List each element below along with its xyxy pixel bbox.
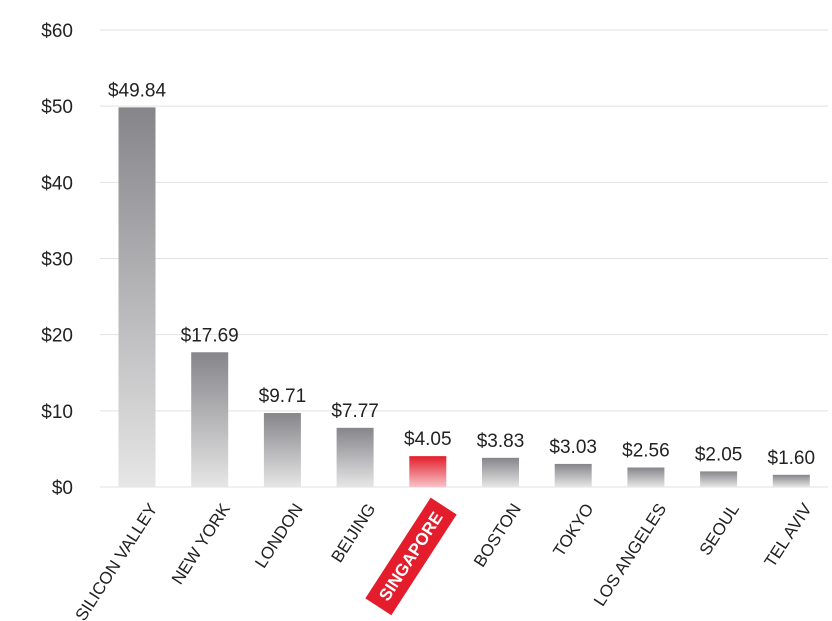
bar — [336, 427, 374, 487]
category-label-text: LONDON — [251, 500, 307, 571]
category-label-text: SINGAPORE — [375, 508, 447, 604]
bar — [191, 352, 229, 487]
category-label-text: NEW YORK — [168, 500, 235, 588]
bars — [118, 107, 810, 488]
category-label: TEL AVIV — [761, 500, 816, 571]
category-label: SILICON VALLEY — [72, 500, 162, 621]
bar — [409, 456, 447, 487]
x-axis: SILICON VALLEY NEW YORK LONDON BEIJINGSINGA… — [72, 497, 816, 621]
bar — [118, 107, 156, 488]
category-label: LONDON — [251, 500, 307, 571]
category-label-highlight: SINGAPORE — [365, 497, 457, 616]
data-label: $4.05 — [404, 429, 452, 450]
data-label: $9.71 — [259, 386, 307, 407]
y-tick-label: $30 — [41, 250, 73, 271]
category-label-text: TEL AVIV — [761, 500, 816, 571]
data-label: $7.77 — [331, 401, 379, 422]
category-label: SEOUL — [696, 500, 743, 559]
category-label-text: BOSTON — [470, 500, 525, 570]
category-label: BEIJING — [328, 500, 380, 566]
data-label: $3.03 — [549, 437, 597, 458]
bar — [627, 467, 665, 487]
data-label: $2.56 — [622, 441, 670, 462]
y-tick-label: $60 — [41, 21, 73, 42]
bar — [554, 463, 592, 487]
category-label-text: SEOUL — [696, 500, 743, 559]
y-axis: $0 $10 $20 $30 $40 $50 $60 — [41, 21, 73, 499]
bar — [482, 457, 519, 487]
category-label: LOS ANGELES — [590, 500, 670, 609]
data-label: $17.69 — [181, 325, 239, 346]
y-tick-label: $40 — [41, 173, 73, 194]
highlight-label-background — [365, 497, 457, 616]
y-tick-label: $20 — [41, 326, 73, 347]
y-tick-label: $10 — [41, 402, 73, 423]
data-label: $2.05 — [695, 444, 743, 465]
data-labels: $49.84 $17.69 $9.71 $7.77 $4.05 $3.83 $3.03 $2.… — [108, 80, 815, 468]
data-label: $49.84 — [108, 80, 167, 101]
category-label: BOSTON — [470, 500, 525, 570]
bar — [772, 474, 810, 487]
y-tick-label: $50 — [41, 97, 73, 118]
category-label-text: TOKYO — [549, 500, 597, 560]
category-label: NEW YORK — [168, 500, 235, 588]
bar — [700, 471, 738, 487]
y-tick-label: $0 — [52, 478, 73, 499]
category-label: TOKYO — [549, 500, 597, 560]
category-label-text: SILICON VALLEY — [72, 500, 162, 621]
data-label: $3.83 — [477, 431, 525, 452]
bar — [263, 413, 301, 487]
category-label-text: BEIJING — [328, 500, 380, 566]
data-label: $1.60 — [768, 448, 816, 469]
category-label-text: LOS ANGELES — [590, 500, 670, 609]
